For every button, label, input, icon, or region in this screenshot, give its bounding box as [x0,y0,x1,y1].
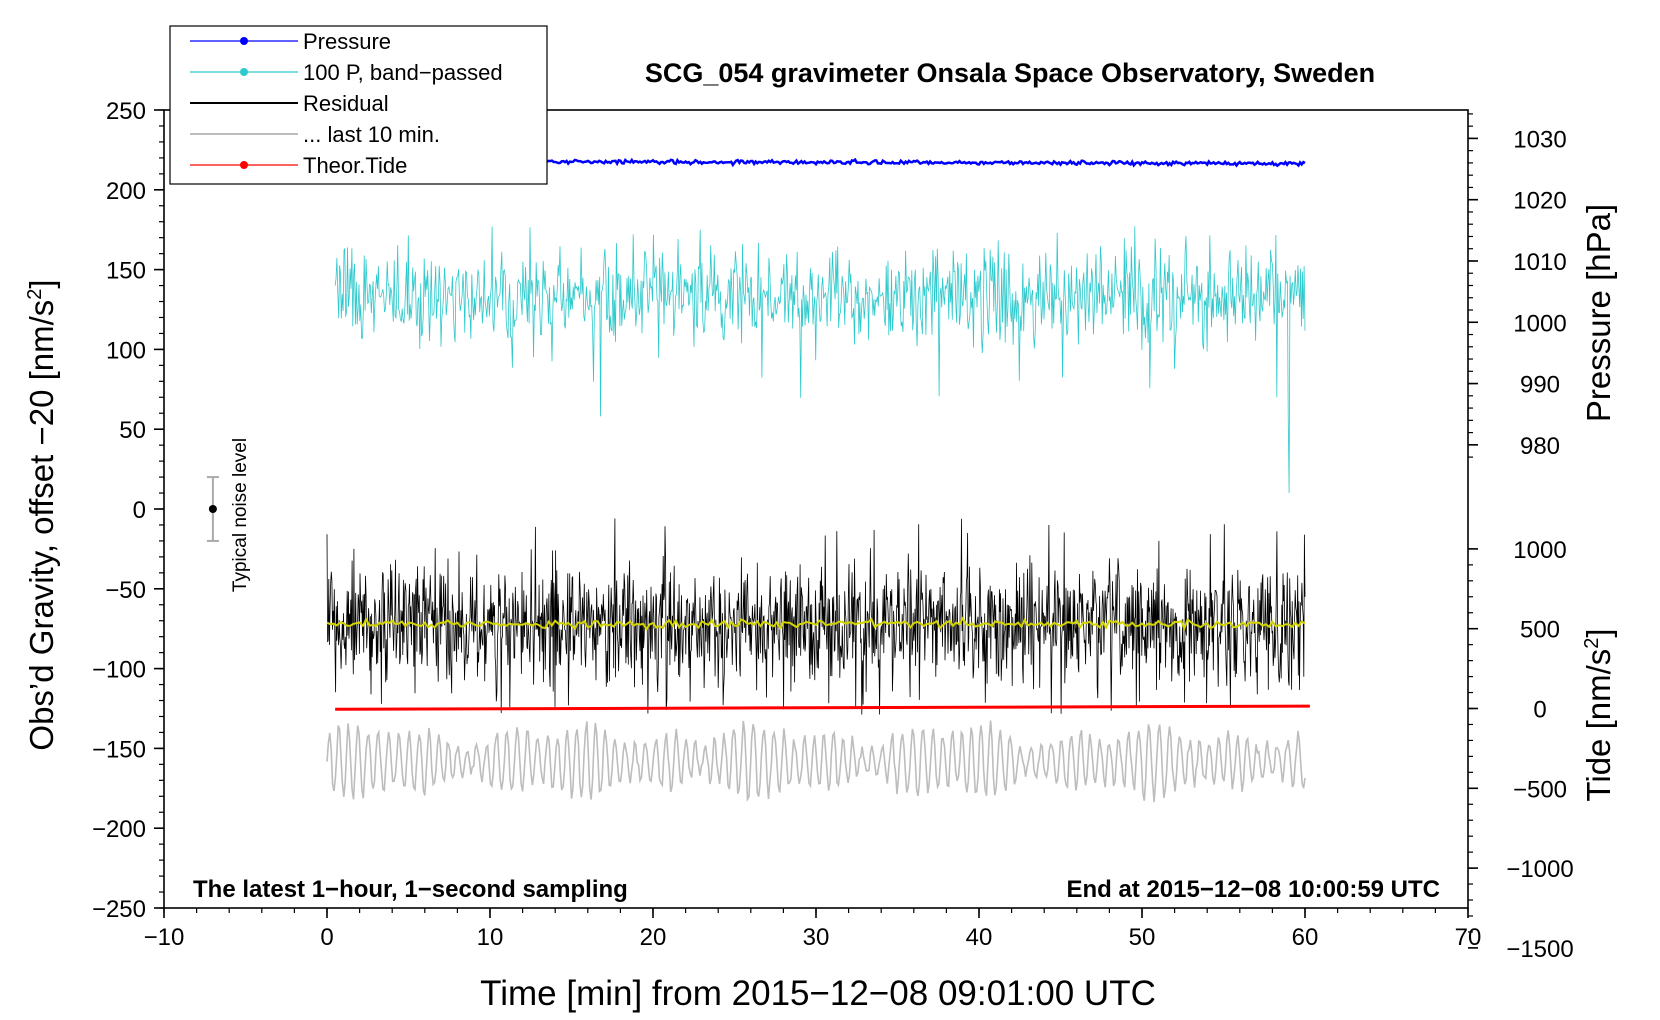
pressure-tick-label: 1030 [1513,126,1566,153]
plot-frame [163,109,1469,909]
y-tick-label: −150 [92,736,146,763]
y-tick-label: −200 [92,816,146,843]
axes: −10 0 10 20 30 40 50 60 70250200150100500−50−100… [92,98,1574,963]
x-tick-label: 60 [1292,924,1319,951]
pressure-tick-label: 1010 [1513,249,1566,276]
tide-axis-label-end: ] [1580,628,1617,637]
legend-swatch-dot [240,161,248,169]
tide-tick-label: 500 [1520,617,1560,644]
series-last-10-min-line [326,720,1306,803]
series-theor-tide-line [335,704,1310,711]
left-axis-label-sup: 2 [24,289,46,300]
plot-area [206,156,1310,803]
tide-tick-label: −1000 [1506,856,1573,883]
tide-axis-label-sup: 2 [1581,638,1603,649]
x-tick-label: 10 [477,924,504,951]
smoothed-residual-line [326,616,1306,632]
left-axis-label-end: ] [23,279,60,288]
y-tick-label: 150 [106,258,146,285]
tide-tick-label: 0 [1533,697,1546,724]
pressure-tick-label: 980 [1520,433,1560,460]
pressure-tick-label: 1020 [1513,188,1566,215]
series-100p-bandpassed-line [334,226,1306,494]
legend-label: ... last 10 min. [303,122,440,147]
y-tick-label: −100 [92,657,146,684]
legend-swatch-dot [240,68,248,76]
x-axis-label: Time [min] from 2015−12−08 09:01:00 UTC [480,974,1156,1013]
x-tick-label: 50 [1129,924,1156,951]
tide-axis-label-main: Tide [nm/s [1580,649,1617,802]
x-tick-label: 20 [640,924,667,951]
x-tick-label: 40 [966,924,993,951]
annotation-left: The latest 1−hour, 1−second sampling [193,876,628,903]
pressure-tick-label: 1000 [1513,310,1566,337]
left-axis-label-main: Obs’d Gravity, offset −20 [nm/s [23,300,60,751]
legend-label: Pressure [303,29,391,54]
pressure-axis-label: Pressure [hPa] [1580,204,1617,422]
x-tick-label: 30 [803,924,830,951]
y-tick-label: −50 [105,577,146,604]
x-tick-label: 0 [320,924,333,951]
legend-label: 100 P, band−passed [303,60,503,85]
tide-tick-label: −500 [1513,776,1567,803]
y-tick-label: 50 [119,417,146,444]
legend: Pressure 100 P, band−passed Residual ... la… [169,25,548,185]
annotation-right: End at 2015−12−08 10:00:59 UTC [1066,876,1440,903]
y-tick-label: 0 [133,497,146,524]
y-tick-label: 200 [106,178,146,205]
pressure-tick-label: 990 [1520,372,1560,399]
noise-level-label: Typical noise level [230,438,251,592]
x-tick-label: 70 [1455,924,1482,951]
legend-swatch-dot [240,37,248,45]
legend-label: Theor.Tide [303,153,407,178]
x-tick-label: −10 [144,924,185,951]
tide-tick-label: −1500 [1506,936,1573,963]
tide-axis-label: Tide [nm/s2] [1580,628,1617,801]
legend-box [169,25,548,185]
chart-title: SCG_054 gravimeter Onsala Space Observat… [645,58,1375,88]
y-tick-label: 100 [106,337,146,364]
y-tick-label: −250 [92,896,146,923]
y-tick-label: 250 [106,98,146,125]
noise-bar-point [208,505,217,513]
legend-label: Residual [303,91,389,116]
series-residual-line [326,518,1306,715]
tide-tick-label: 1000 [1513,537,1566,564]
left-axis-label: Obs’d Gravity, offset −20 [nm/s2] [23,279,60,750]
